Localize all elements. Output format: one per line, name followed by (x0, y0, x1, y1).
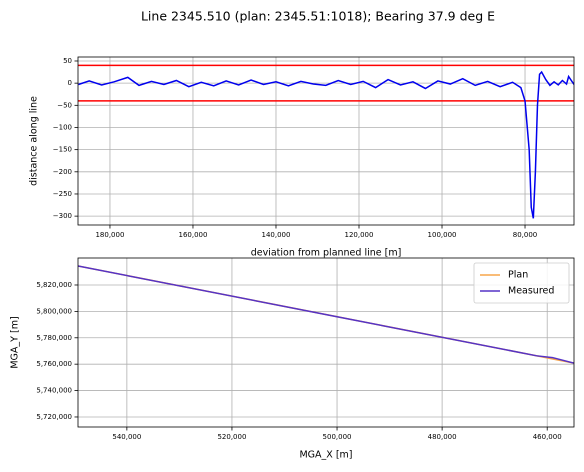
y-tick-label: −200 (53, 168, 72, 176)
series-line (78, 70, 574, 219)
axes-frame (77, 257, 575, 428)
y-tick-label: −300 (53, 212, 72, 220)
x-tick-label: 80,000 (513, 231, 538, 239)
legend-box (473, 262, 570, 304)
axes-frame (77, 56, 575, 226)
series-line (78, 265, 574, 364)
y-tick-label: 5,720,000 (36, 413, 72, 421)
legend: Plan Measured (473, 262, 570, 304)
y-tick-label: 5,760,000 (36, 360, 72, 368)
y-tick-label: 5,740,000 (36, 387, 72, 395)
x-tick-label: 140,000 (262, 231, 291, 239)
y-axis-label: MGA_Y [m] (10, 316, 21, 368)
legend-label: Measured (508, 286, 554, 297)
x-axis-label: deviation from planned line [m] (251, 248, 402, 259)
y-tick-label: −50 (57, 101, 72, 109)
y-axis-label: distance along line (29, 96, 40, 186)
figure-title: Line 2345.510 (plan: 2345.51:1018); Bear… (141, 9, 495, 24)
y-tick-label: 5,780,000 (36, 334, 72, 342)
y-tick-label: 5,820,000 (36, 281, 72, 289)
y-tick-label: 50 (63, 57, 72, 65)
x-tick-label: 100,000 (428, 231, 457, 239)
y-tick-label: −100 (53, 123, 72, 131)
x-tick-label: 480,000 (428, 433, 457, 441)
x-tick-label: 160,000 (178, 231, 207, 239)
x-tick-label: 500,000 (323, 433, 352, 441)
x-tick-label: 540,000 (112, 433, 141, 441)
x-tick-label: 120,000 (345, 231, 374, 239)
x-tick-label: 520,000 (217, 433, 246, 441)
y-tick-label: −150 (53, 146, 72, 154)
x-axis-label: MGA_X [m] (299, 450, 352, 461)
x-tick-label: 460,000 (533, 433, 562, 441)
y-tick-label: −250 (53, 190, 72, 198)
legend-label: Plan (508, 270, 528, 281)
y-tick-label: 0 (68, 79, 72, 87)
y-tick-label: 5,800,000 (36, 307, 72, 315)
x-tick-label: 180,000 (95, 231, 124, 239)
